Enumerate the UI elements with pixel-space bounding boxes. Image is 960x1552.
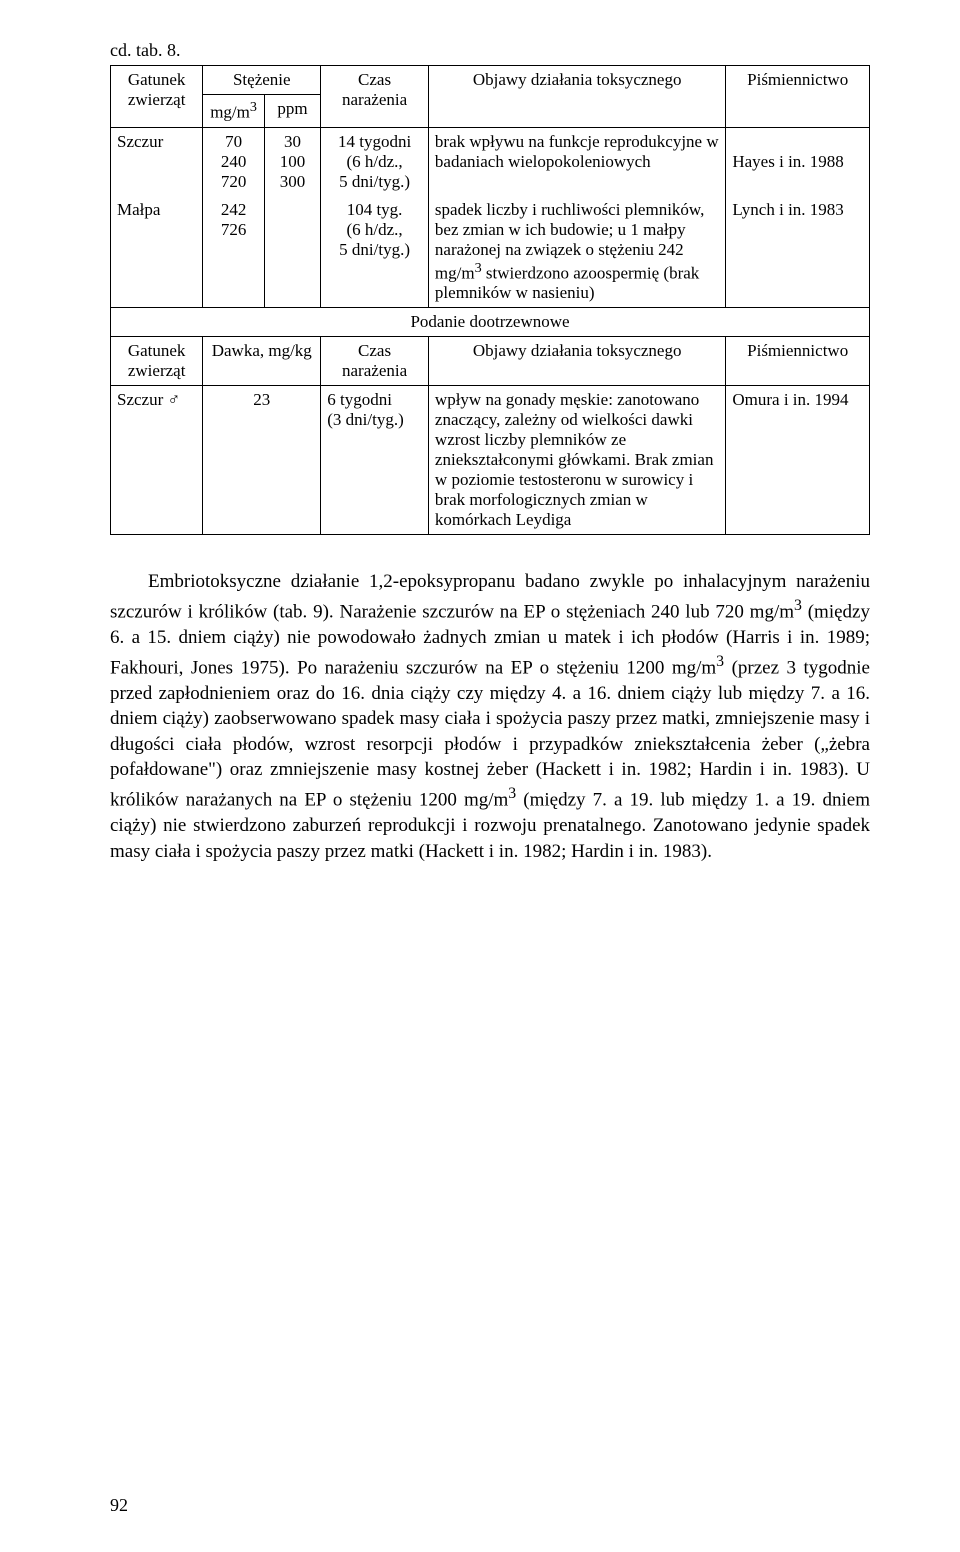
cell-effects: brak wpływu na funkcje reprodukcyjne w b… bbox=[428, 127, 725, 196]
table-row: Małpa 242 726 104 tyg. (6 h/dz., 5 dni/t… bbox=[111, 196, 870, 308]
cell-mgm3: 70 240 720 bbox=[203, 127, 265, 196]
cell-ref: Lynch i in. 1983 bbox=[726, 196, 870, 308]
cell-dose: 23 bbox=[203, 386, 321, 535]
col-dose: Dawka, mg/kg bbox=[203, 337, 321, 386]
table-section-row: Podanie dootrzewnowe bbox=[111, 308, 870, 337]
col-effects: Objawy działania toksycznego bbox=[428, 337, 725, 386]
cell-ppm bbox=[264, 196, 320, 308]
col-conc: Stężenie bbox=[203, 66, 321, 95]
cell-mgm3: 242 726 bbox=[203, 196, 265, 308]
cell-ref: Hayes i in. 1988 bbox=[726, 127, 870, 196]
table-header-row: Gatunek zwierząt Stężenie Czas narażenia… bbox=[111, 66, 870, 95]
table-header-row: Gatunek zwierząt Dawka, mg/kg Czas naraż… bbox=[111, 337, 870, 386]
cell-effects: spadek liczby i ruchliwości plemników, b… bbox=[428, 196, 725, 308]
col-time: Czas narażenia bbox=[321, 337, 429, 386]
cell-effects: wpływ na gonady męskie: zanotowano znacz… bbox=[428, 386, 725, 535]
tox-table: Gatunek zwierząt Stężenie Czas narażenia… bbox=[110, 65, 870, 535]
cell-species: Szczur ♂ bbox=[111, 386, 203, 535]
section-label: Podanie dootrzewnowe bbox=[111, 308, 870, 337]
page: cd. tab. 8. Gatunek zwierząt Stężenie Cz… bbox=[0, 0, 960, 1552]
cell-ref: Omura i in. 1994 bbox=[726, 386, 870, 535]
cell-time: 14 tygodni (6 h/dz., 5 dni/tyg.) bbox=[321, 127, 429, 196]
col-ref: Piśmiennictwo bbox=[726, 66, 870, 128]
cell-time: 6 tygodni (3 dni/tyg.) bbox=[321, 386, 429, 535]
col-conc-mgm3: mg/m3 bbox=[203, 95, 265, 128]
col-ref: Piśmiennictwo bbox=[726, 337, 870, 386]
col-effects: Objawy działania toksycznego bbox=[428, 66, 725, 128]
table-row: Szczur 70 240 720 30 100 300 14 tygodni … bbox=[111, 127, 870, 196]
page-number: 92 bbox=[110, 1495, 128, 1516]
col-species: Gatunek zwierząt bbox=[111, 66, 203, 128]
table-row: Szczur ♂ 23 6 tygodni (3 dni/tyg.) wpływ… bbox=[111, 386, 870, 535]
col-species: Gatunek zwierząt bbox=[111, 337, 203, 386]
cell-time: 104 tyg. (6 h/dz., 5 dni/tyg.) bbox=[321, 196, 429, 308]
col-time: Czas narażenia bbox=[321, 66, 429, 128]
col-conc-ppm: ppm bbox=[264, 95, 320, 128]
table-continuation-label: cd. tab. 8. bbox=[110, 40, 870, 61]
cell-species: Szczur bbox=[111, 127, 203, 196]
cell-ppm: 30 100 300 bbox=[264, 127, 320, 196]
body-paragraph: Embriotoksyczne działanie 1,2-epoksyprop… bbox=[110, 569, 870, 864]
cell-species: Małpa bbox=[111, 196, 203, 308]
